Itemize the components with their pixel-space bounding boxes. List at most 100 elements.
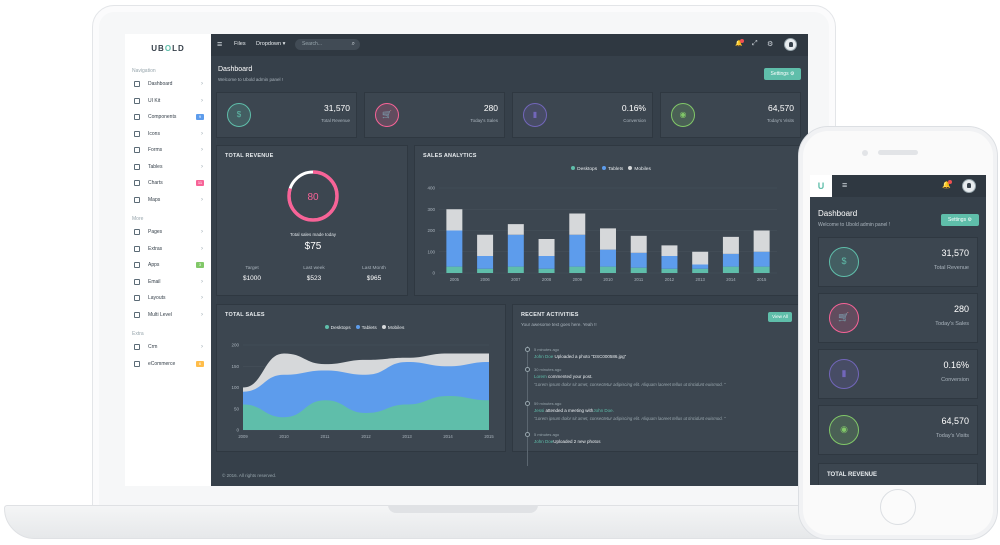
bar-segment-desktops[interactable] [446,266,463,273]
bar-segment-tablets[interactable] [477,256,494,269]
bar-segment-tablets[interactable] [692,264,709,269]
bar-segment-desktops[interactable] [477,268,494,273]
bar-segment-tablets[interactable] [600,249,616,267]
activity-user-link[interactable]: John Doe [534,354,554,359]
sidebar-item-ecommerce[interactable]: eCommerce 6 [125,356,211,373]
activity-user-link[interactable]: John Doe. [593,408,614,413]
logo[interactable]: UBOLD [125,38,211,60]
sidebar-item-ui-kit[interactable]: UI Kit › [125,93,211,110]
sidebar-item-crm[interactable]: Crm › [125,339,211,356]
sidebar-item-layouts[interactable]: Layouts › [125,290,211,307]
legend-label[interactable]: Desktops [330,326,351,331]
legend-label[interactable]: Desktops [577,167,598,172]
bar-segment-mobiles[interactable] [538,239,555,256]
bar-segment-desktops[interactable] [600,266,616,273]
kpi-value: $965 [366,275,382,282]
sidebar-item-icons[interactable]: Icons › [125,126,211,143]
x-tick-label: 2011 [634,277,644,282]
bar-segment-tablets[interactable] [569,234,586,267]
legend-label[interactable]: Tablets [361,326,377,331]
sidebar-item-pages[interactable]: Pages › [125,224,211,241]
bar-segment-mobiles[interactable] [477,234,494,256]
area-desktops[interactable] [243,396,489,430]
sidebar-item-components[interactable]: Components 9 [125,109,211,126]
bar-segment-mobiles[interactable] [446,209,463,231]
bar-segment-desktops[interactable] [507,266,524,273]
donut-progress [287,170,339,222]
phone-camera [862,150,868,156]
legend-label[interactable]: Mobiles [387,326,405,331]
sidebar-item-maps[interactable]: Maps › [125,192,211,209]
avatar[interactable] [784,38,797,51]
gear-icon[interactable]: ⚙ [767,41,774,48]
bar-segment-tablets[interactable] [538,256,555,269]
legend-label[interactable]: Mobiles [634,167,651,172]
settings-button[interactable]: Settings ⚙ [764,68,801,80]
bar-segment-mobiles[interactable] [600,228,616,250]
bar-segment-mobiles[interactable] [569,213,586,235]
phone-settings-button[interactable]: Settings ⚙ [941,214,979,226]
sidebar-item-email[interactable]: Email › [125,274,211,291]
phone-menu-icon[interactable]: ≡ [842,180,848,190]
legend-swatch [324,325,329,329]
menu-icon[interactable]: ≡ [217,39,223,49]
y-tick-label: 400 [427,186,435,191]
legend-label[interactable]: Tablets [608,167,624,172]
legend-swatch [355,325,360,329]
bar-segment-desktops[interactable] [753,266,770,273]
search-icon[interactable]: ⌕ [351,41,355,47]
fullscreen-icon[interactable]: ⤢ [752,40,758,47]
bar-segment-mobiles[interactable] [507,224,524,235]
sidebar-item-multi-level[interactable]: Multi Level › [125,307,211,324]
activity-user-link[interactable]: John Doe [534,439,554,444]
activity-user-link[interactable]: Jessi [534,408,545,413]
bar-segment-tablets[interactable] [722,253,739,267]
bar-segment-tablets[interactable] [661,256,678,269]
phone-logo[interactable]: U [810,175,832,197]
bar-segment-tablets[interactable] [630,252,647,268]
bell-icon[interactable]: 🔔 [735,41,743,47]
sidebar-item-label: Components [148,114,177,120]
sidebar-item-apps[interactable]: Apps 3 [125,257,211,274]
phone-stat-value: 64,570 [941,416,969,426]
bar-segment-desktops[interactable] [569,266,586,273]
dropdown-menu[interactable]: Dropdown ▾ [256,41,285,47]
activity-user-link[interactable]: Lorem [534,374,547,379]
view-all-button[interactable]: View All [768,312,792,322]
bar-segment-tablets[interactable] [446,230,463,267]
chevron-right-icon: › [201,278,203,285]
search-input[interactable]: Search... ⌕ [295,39,360,50]
sales-analytics-legend: Desktops Tablets Mobiles [415,166,802,172]
sidebar-item-dashboard[interactable]: Dashboard › [125,76,211,93]
sidebar-item-label: Multi Level [148,311,172,318]
x-tick-label: 2015 [484,434,494,439]
bar-segment-tablets[interactable] [753,251,770,267]
bar-segment-mobiles[interactable] [722,236,739,254]
bar-segment-desktops[interactable] [722,266,739,273]
phone-home-button[interactable] [880,489,916,525]
archive-icon [134,245,140,252]
bar-segment-mobiles[interactable] [661,245,678,256]
sidebar-item-charts[interactable]: Charts 11 [125,175,211,192]
sidebar-item-extras[interactable]: Extras › [125,241,211,258]
bar-segment-desktops[interactable] [692,268,709,273]
sidebar-item-label: eCommerce [148,360,176,367]
phone-bell-icon[interactable]: 🔔 [942,182,951,189]
bar-segment-mobiles[interactable] [692,251,709,265]
sidebar-item-tables[interactable]: Tables › [125,159,211,176]
bar-segment-mobiles[interactable] [630,235,647,253]
bar-segment-tablets[interactable] [507,234,524,267]
bar-segment-desktops[interactable] [630,267,647,273]
x-tick-label: 2013 [696,277,706,282]
bar-segment-mobiles[interactable] [753,230,770,252]
sidebar-item-forms[interactable]: Forms › [125,142,211,159]
phone-stat-label: Today's Visits [935,433,969,439]
chevron-right-icon: › [201,344,203,350]
bar-segment-desktops[interactable] [661,268,678,273]
bar-segment-desktops[interactable] [538,268,555,273]
phone-avatar[interactable] [962,179,976,193]
y-tick-label: 300 [427,207,435,212]
files-link[interactable]: Files [234,41,246,47]
sales-analytics-chart: 0 100 200 300 400 2005 2006 2007 2008 2009 2010 201… [427,186,777,282]
crown-icon [134,262,140,268]
